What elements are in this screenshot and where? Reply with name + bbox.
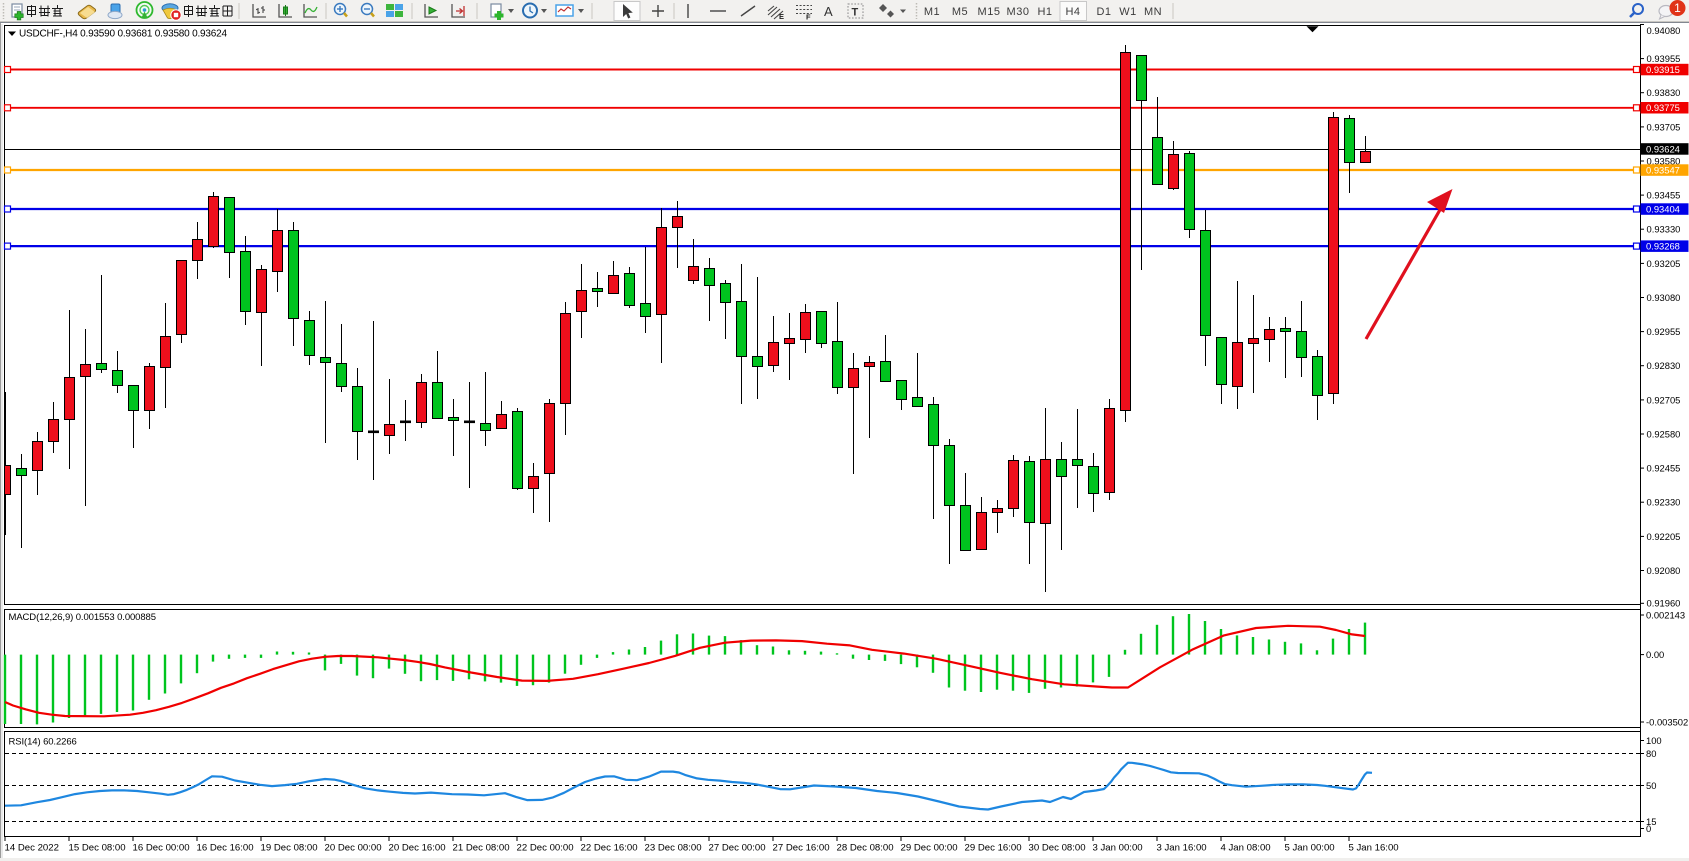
svg-text:W1: W1 <box>1119 6 1137 18</box>
svg-text:16 Dec 16:00: 16 Dec 16:00 <box>197 842 254 853</box>
svg-text:0.93404: 0.93404 <box>1646 203 1680 214</box>
svg-text:M1: M1 <box>924 6 940 18</box>
svg-text:0.92830: 0.92830 <box>1647 360 1681 371</box>
svg-text:0.93775: 0.93775 <box>1646 102 1680 113</box>
svg-text:14 Dec 2022: 14 Dec 2022 <box>5 842 59 853</box>
svg-text:0.93580: 0.93580 <box>1647 155 1681 166</box>
svg-text:M15: M15 <box>978 6 1001 18</box>
svg-text:3 Jan 16:00: 3 Jan 16:00 <box>1157 842 1207 853</box>
svg-text:29 Dec 16:00: 29 Dec 16:00 <box>965 842 1022 853</box>
svg-text:0.93547: 0.93547 <box>1646 164 1680 175</box>
svg-text:M5: M5 <box>952 6 968 18</box>
svg-text:H4: H4 <box>1065 6 1080 18</box>
svg-text:0.00: 0.00 <box>1646 649 1664 660</box>
svg-text:A: A <box>824 4 833 19</box>
svg-text:T: T <box>852 7 859 19</box>
svg-text:USDCHF-,H4 0.93590 0.93681 0.: USDCHF-,H4 0.93590 0.93681 0.93580 0.936… <box>19 29 227 40</box>
svg-text:27 Dec 00:00: 27 Dec 00:00 <box>709 842 766 853</box>
svg-text:30 Dec 08:00: 30 Dec 08:00 <box>1029 842 1086 853</box>
svg-text:0.93915: 0.93915 <box>1646 64 1680 75</box>
svg-text:0.93268: 0.93268 <box>1646 241 1680 252</box>
svg-text:28 Dec 08:00: 28 Dec 08:00 <box>837 842 894 853</box>
svg-text:20 Dec 00:00: 20 Dec 00:00 <box>325 842 382 853</box>
svg-text:0.92330: 0.92330 <box>1647 497 1681 508</box>
svg-text:21 Dec 08:00: 21 Dec 08:00 <box>453 842 510 853</box>
svg-text:0.93955: 0.93955 <box>1647 53 1681 64</box>
svg-text:0: 0 <box>1646 823 1651 834</box>
svg-text:0.93455: 0.93455 <box>1647 190 1681 201</box>
svg-text:0.93830: 0.93830 <box>1647 87 1681 98</box>
svg-text:0.93330: 0.93330 <box>1647 224 1681 235</box>
svg-text:F: F <box>806 13 811 22</box>
svg-text:16 Dec 00:00: 16 Dec 00:00 <box>133 842 190 853</box>
svg-text:-0.003502: -0.003502 <box>1646 716 1688 727</box>
svg-text:27 Dec 16:00: 27 Dec 16:00 <box>773 842 830 853</box>
svg-text:0.93080: 0.93080 <box>1647 292 1681 303</box>
svg-text:0.94080: 0.94080 <box>1647 25 1681 36</box>
svg-text:22 Dec 00:00: 22 Dec 00:00 <box>517 842 574 853</box>
svg-text:15 Dec 08:00: 15 Dec 08:00 <box>69 842 126 853</box>
svg-text:H1: H1 <box>1037 6 1052 18</box>
svg-text:0.92955: 0.92955 <box>1647 326 1681 337</box>
svg-text:0.92580: 0.92580 <box>1647 428 1681 439</box>
svg-text:50: 50 <box>1646 780 1656 791</box>
svg-text:4 Jan 08:00: 4 Jan 08:00 <box>1221 842 1271 853</box>
svg-text:0.002143: 0.002143 <box>1646 609 1685 620</box>
svg-text:3 Jan 00:00: 3 Jan 00:00 <box>1093 842 1143 853</box>
svg-text:E: E <box>779 12 784 21</box>
svg-text:MN: MN <box>1144 6 1162 18</box>
svg-text:20 Dec 16:00: 20 Dec 16:00 <box>389 842 446 853</box>
svg-text:0.93205: 0.93205 <box>1647 258 1681 269</box>
svg-text:0.92705: 0.92705 <box>1647 394 1681 405</box>
svg-text:0.92455: 0.92455 <box>1647 463 1681 474</box>
svg-text:80: 80 <box>1646 748 1656 759</box>
svg-text:0.91960: 0.91960 <box>1647 598 1681 609</box>
svg-text:1: 1 <box>1674 1 1681 15</box>
svg-text:RSI(14) 60.2266: RSI(14) 60.2266 <box>9 737 77 748</box>
svg-text:MACD(12,26,9) 0.001553 0.00088: MACD(12,26,9) 0.001553 0.000885 <box>9 612 156 623</box>
svg-text:23 Dec 08:00: 23 Dec 08:00 <box>645 842 702 853</box>
svg-text:22 Dec 16:00: 22 Dec 16:00 <box>581 842 638 853</box>
svg-text:5 Jan 16:00: 5 Jan 16:00 <box>1349 842 1399 853</box>
svg-text:0.92205: 0.92205 <box>1647 531 1681 542</box>
svg-text:15: 15 <box>1646 816 1656 827</box>
svg-text:D1: D1 <box>1096 6 1111 18</box>
svg-text:29 Dec 00:00: 29 Dec 00:00 <box>901 842 958 853</box>
svg-text:0.93705: 0.93705 <box>1647 121 1681 132</box>
svg-text:0.92080: 0.92080 <box>1647 565 1681 576</box>
svg-text:100: 100 <box>1646 735 1662 746</box>
svg-text:19 Dec 08:00: 19 Dec 08:00 <box>261 842 318 853</box>
svg-text:0.93624: 0.93624 <box>1646 143 1680 154</box>
svg-text:5 Jan 00:00: 5 Jan 00:00 <box>1285 842 1335 853</box>
svg-text:M30: M30 <box>1007 6 1030 18</box>
